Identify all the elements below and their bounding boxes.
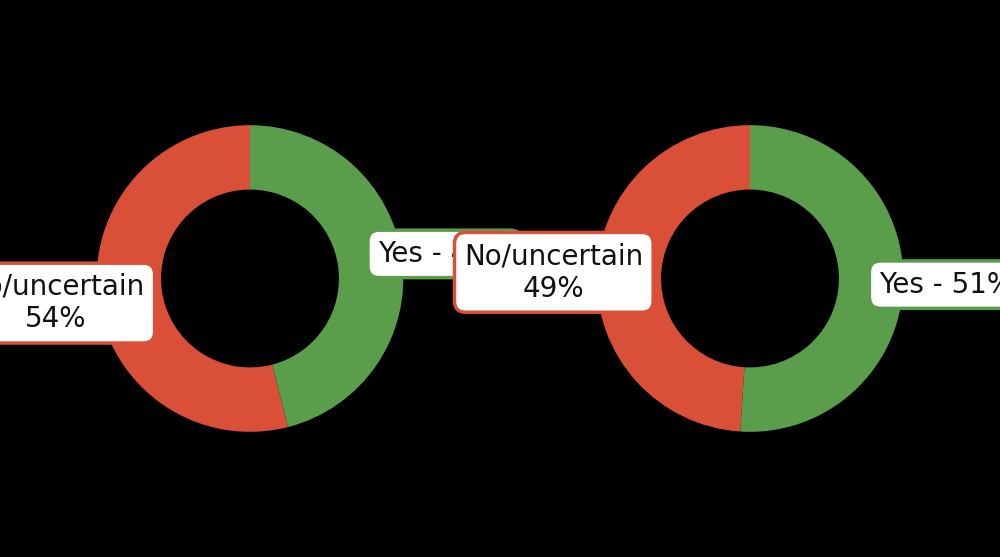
Text: No/uncertain
49%: No/uncertain 49%: [464, 242, 643, 302]
Text: No/uncertain
54%: No/uncertain 54%: [0, 273, 145, 333]
Text: Yes - 51%: Yes - 51%: [879, 271, 1000, 299]
Text: Yes - 46%: Yes - 46%: [378, 240, 512, 268]
Wedge shape: [97, 125, 288, 432]
Wedge shape: [597, 125, 750, 432]
Wedge shape: [250, 125, 403, 427]
Wedge shape: [740, 125, 903, 432]
